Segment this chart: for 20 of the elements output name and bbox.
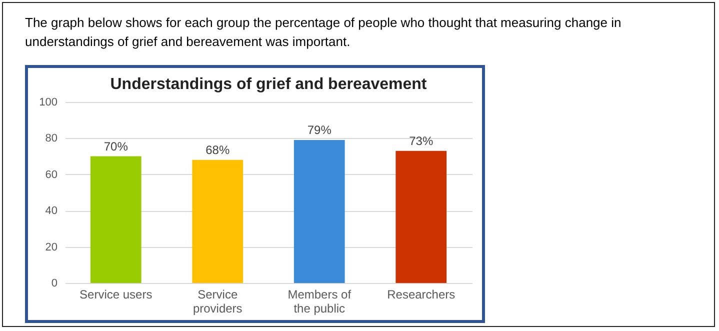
bar <box>294 140 345 283</box>
data-label: 79% <box>307 123 332 138</box>
text: The graph below shows for each group the percentage of people who thought that measuring change in understandings of grief and bereavement was important. <box>25 14 622 51</box>
data-label: 70% <box>104 139 128 154</box>
bar <box>192 160 244 283</box>
chart-title: Understandings of grief and bereavement <box>110 76 428 93</box>
y-tick-label: 100 <box>39 96 58 108</box>
data-label: 73% <box>409 134 434 148</box>
x-tick-label: Service users <box>80 288 152 302</box>
y-tick-label: 60 <box>45 168 58 181</box>
y-tick-label: 0 <box>51 278 58 290</box>
x-tick-label: Members of the public <box>288 288 352 316</box>
y-tick-label: 80 <box>45 132 58 145</box>
x-tick-label: Researchers <box>387 288 456 302</box>
bar <box>90 156 142 283</box>
data-label: 68% <box>206 142 230 157</box>
x-tick-label: Service providers <box>192 288 242 316</box>
y-tick-label: 40 <box>45 205 58 218</box>
bar <box>396 150 447 283</box>
y-tick-label: 20 <box>45 241 58 254</box>
